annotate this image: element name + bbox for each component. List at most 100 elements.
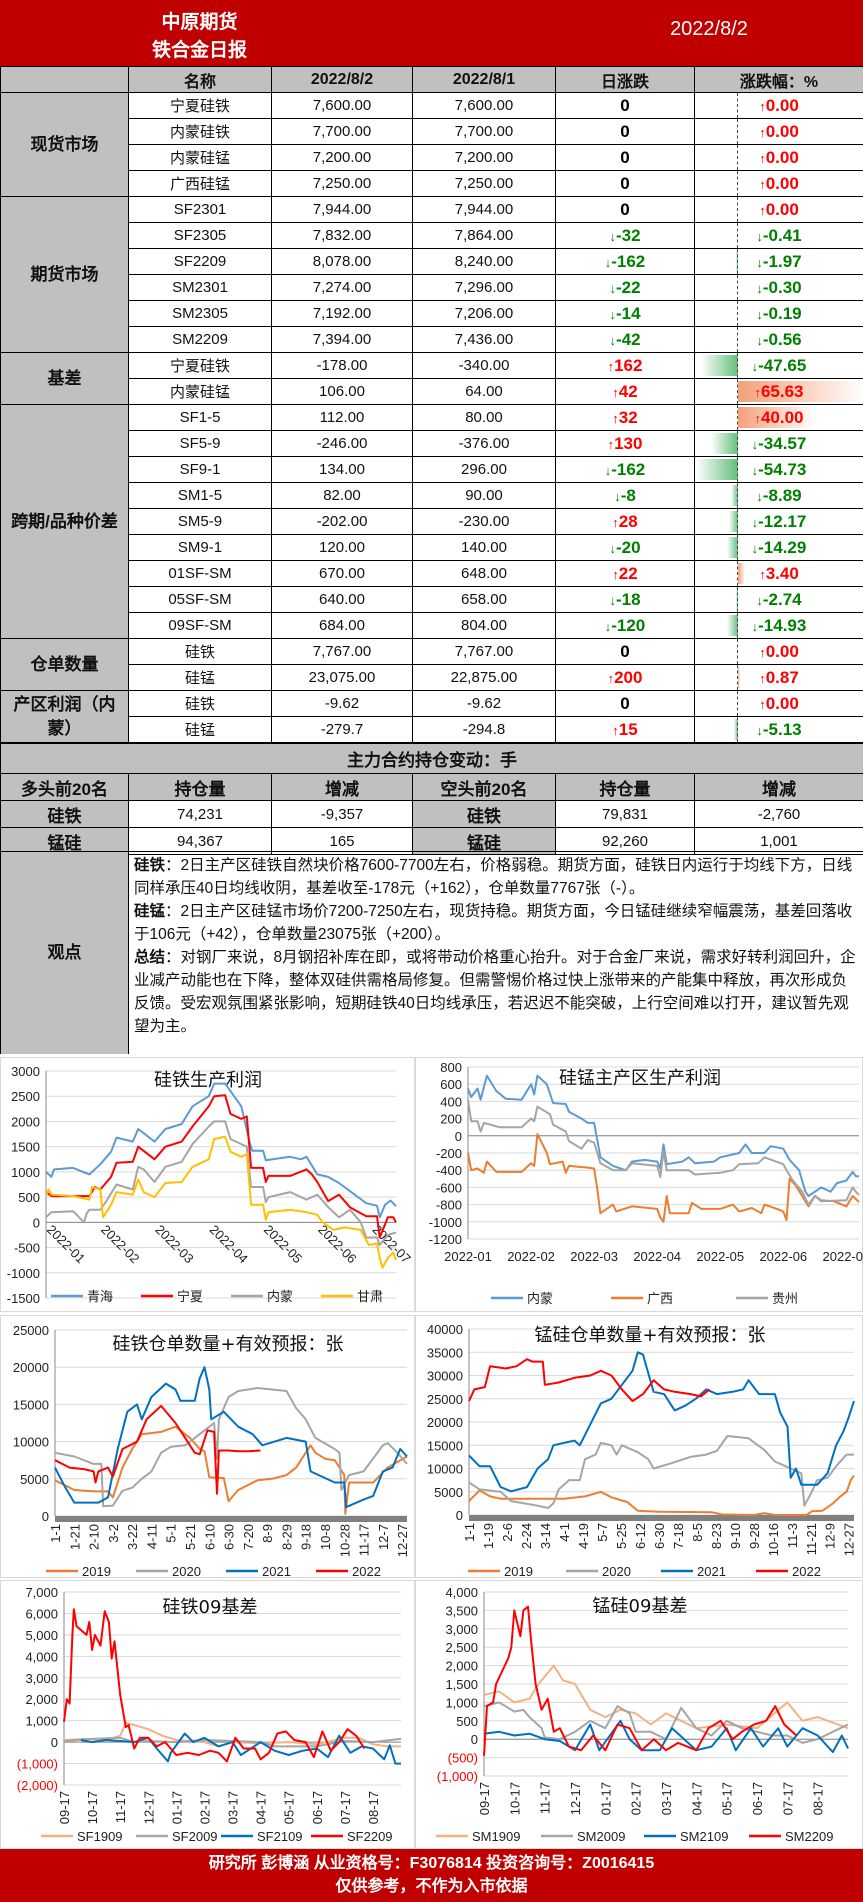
arrow-down-icon: ↓ (604, 254, 612, 270)
change-percent-text: ↓-12.17 (752, 512, 807, 531)
daily-change-value: -18 (615, 589, 641, 609)
negative-data-bar (731, 485, 738, 506)
change-percent-text: ↓-0.19 (756, 304, 801, 323)
series-line-2019 (468, 1474, 855, 1516)
y-tick-label: 4,000 (25, 1649, 58, 1664)
value-previous: 7,296.00 (412, 274, 556, 301)
long-holding-header: 持仓量 (128, 773, 272, 801)
opinion-text: 硅铁：2日主产区硅铁自然块价格7600-7700左右，价格弱稳。期货方面，硅铁日… (128, 851, 863, 1055)
axis-divider (737, 405, 738, 430)
series-line-2020 (468, 1435, 854, 1509)
x-tick-label: 2022-05 (696, 1249, 744, 1264)
x-tick-label: 2022-04 (207, 1222, 251, 1266)
legend-label: SF2209 (347, 1829, 393, 1844)
y-tick-label: 500 (18, 1190, 40, 1205)
x-tick-label: 12-7 (376, 1524, 391, 1550)
change-percent-text: ↓-14.93 (752, 616, 807, 635)
y-tick-label: 0 (42, 1509, 49, 1524)
value-previous: 7,436.00 (412, 326, 556, 353)
change-percent-value: 65.63 (760, 381, 804, 401)
change-percent: ↑0.00 (694, 170, 863, 197)
chart-title: 硅铁09基差 (163, 1597, 258, 1618)
axis-divider (737, 483, 738, 508)
axis-divider (737, 197, 738, 222)
x-tick-label: 12-27 (842, 1523, 857, 1556)
series-line-sf2209 (63, 1608, 366, 1763)
x-tick-label: 1-19 (481, 1523, 496, 1549)
legend-label: SM2009 (577, 1829, 625, 1844)
y-tick-label: 2,000 (445, 1659, 478, 1674)
arrow-up-icon: ↑ (754, 410, 761, 426)
value-previous: 140.00 (412, 534, 556, 561)
legend-label: 2020 (172, 1564, 201, 1579)
axis-divider (737, 587, 738, 612)
paragraph-lead: 总结 (134, 949, 166, 966)
value-current: 670.00 (271, 560, 413, 587)
x-tick-label: 10-28 (337, 1524, 352, 1557)
paragraph-text: ：2日主产区硅锰市场价7200-7250左右，现货持稳。期货方面，今日锰硅继续窄… (134, 903, 853, 943)
axis-divider (737, 717, 738, 742)
table-row: 05SF-SM 640.00 658.00 ↓-18 ↓-2.74 (1, 586, 863, 613)
change-percent: ↓-54.73 (694, 456, 863, 483)
x-tick-label: 2022-07 (823, 1249, 863, 1264)
value-current: 7,274.00 (271, 274, 413, 301)
x-tick-label: 01-17 (169, 1791, 184, 1824)
x-tick-label: 1-1 (48, 1524, 63, 1543)
value-current: -279.7 (271, 716, 413, 743)
daily-change-value: -22 (615, 277, 641, 297)
y-tick-label: 1500 (11, 1140, 40, 1155)
daily-change-value: 0 (620, 641, 630, 661)
x-tick-label: 9-28 (747, 1523, 762, 1549)
change-percent-value: -0.30 (762, 277, 802, 297)
change-percent-text: ↑0.00 (759, 148, 799, 167)
change-percent-value: 40.00 (760, 407, 804, 427)
table-row: SM2209 7,394.00 7,436.00 ↓-42 ↓-0.56 (1, 326, 863, 353)
y-tick-label: (1,000) (17, 1757, 58, 1772)
x-tick-label: 7-20 (241, 1524, 256, 1550)
item-name: 硅铁 (128, 690, 272, 717)
daily-change-value: 0 (620, 199, 630, 219)
x-axis-band (55, 1516, 407, 1522)
item-name: 硅锰 (128, 716, 272, 743)
legend-label: 甘肃 (357, 1289, 383, 1304)
report-footer: 研究所 彭博涵 从业资格号：F3076814 投资咨询号：Z0016415 仅供… (0, 1849, 863, 1902)
daily-change: 0 (555, 638, 695, 665)
x-tick-label: 3-14 (538, 1523, 553, 1549)
item-name: 内蒙硅锰 (128, 378, 272, 405)
x-tick-label: 7-18 (671, 1523, 686, 1549)
daily-change: 0 (555, 690, 695, 717)
change-percent: ↓-14.29 (694, 534, 863, 561)
y-tick-label: -1500 (7, 1291, 40, 1306)
value-previous: 804.00 (412, 612, 556, 639)
table-row: 内蒙硅锰 106.00 64.00 ↑42 ↑65.63 (1, 378, 863, 405)
negative-data-bar (734, 719, 738, 740)
x-tick-label: 2022-01 (44, 1222, 88, 1266)
y-tick-label: (500) (448, 1751, 478, 1766)
arrow-up-icon: ↑ (759, 644, 766, 660)
table-row: 产区利润（内蒙） 硅铁 -9.62 -9.62 0 ↑0.00 (0, 690, 863, 743)
table-row: SF9-1 134.00 296.00 ↓-162 ↓-54.73 (1, 456, 863, 483)
change-percent: ↑0.00 (694, 638, 863, 665)
axis-divider (737, 535, 738, 560)
header-change-pct: 涨跌幅：% (694, 66, 863, 93)
arrow-down-icon: ↓ (609, 306, 616, 322)
table-row: 硅锰 -279.7 -294.8 ↑15 ↓-5.13 (1, 716, 863, 743)
header-daily-change: 日涨跌 (555, 66, 695, 93)
arrow-down-icon: ↓ (756, 254, 763, 270)
long-holding: 74,231 (128, 800, 272, 828)
y-tick-label: -800 (436, 1198, 462, 1213)
daily-change: ↓-162 (555, 456, 695, 483)
legend-label: 2022 (352, 1564, 381, 1579)
arrow-down-icon: ↓ (609, 332, 616, 348)
series-line-2022 (54, 1404, 261, 1495)
negative-data-bar (726, 615, 738, 636)
axis-divider (737, 119, 738, 144)
change-percent-value: 0.00 (765, 693, 799, 713)
arrow-down-icon: ↓ (751, 618, 759, 634)
series-line-2021 (468, 1351, 855, 1493)
x-tick-label: 8-23 (709, 1523, 724, 1549)
section-label: 期货市场 (0, 196, 129, 353)
change-percent-text: ↑40.00 (754, 408, 803, 427)
value-current: 106.00 (271, 378, 413, 405)
negative-data-bar (728, 511, 738, 532)
